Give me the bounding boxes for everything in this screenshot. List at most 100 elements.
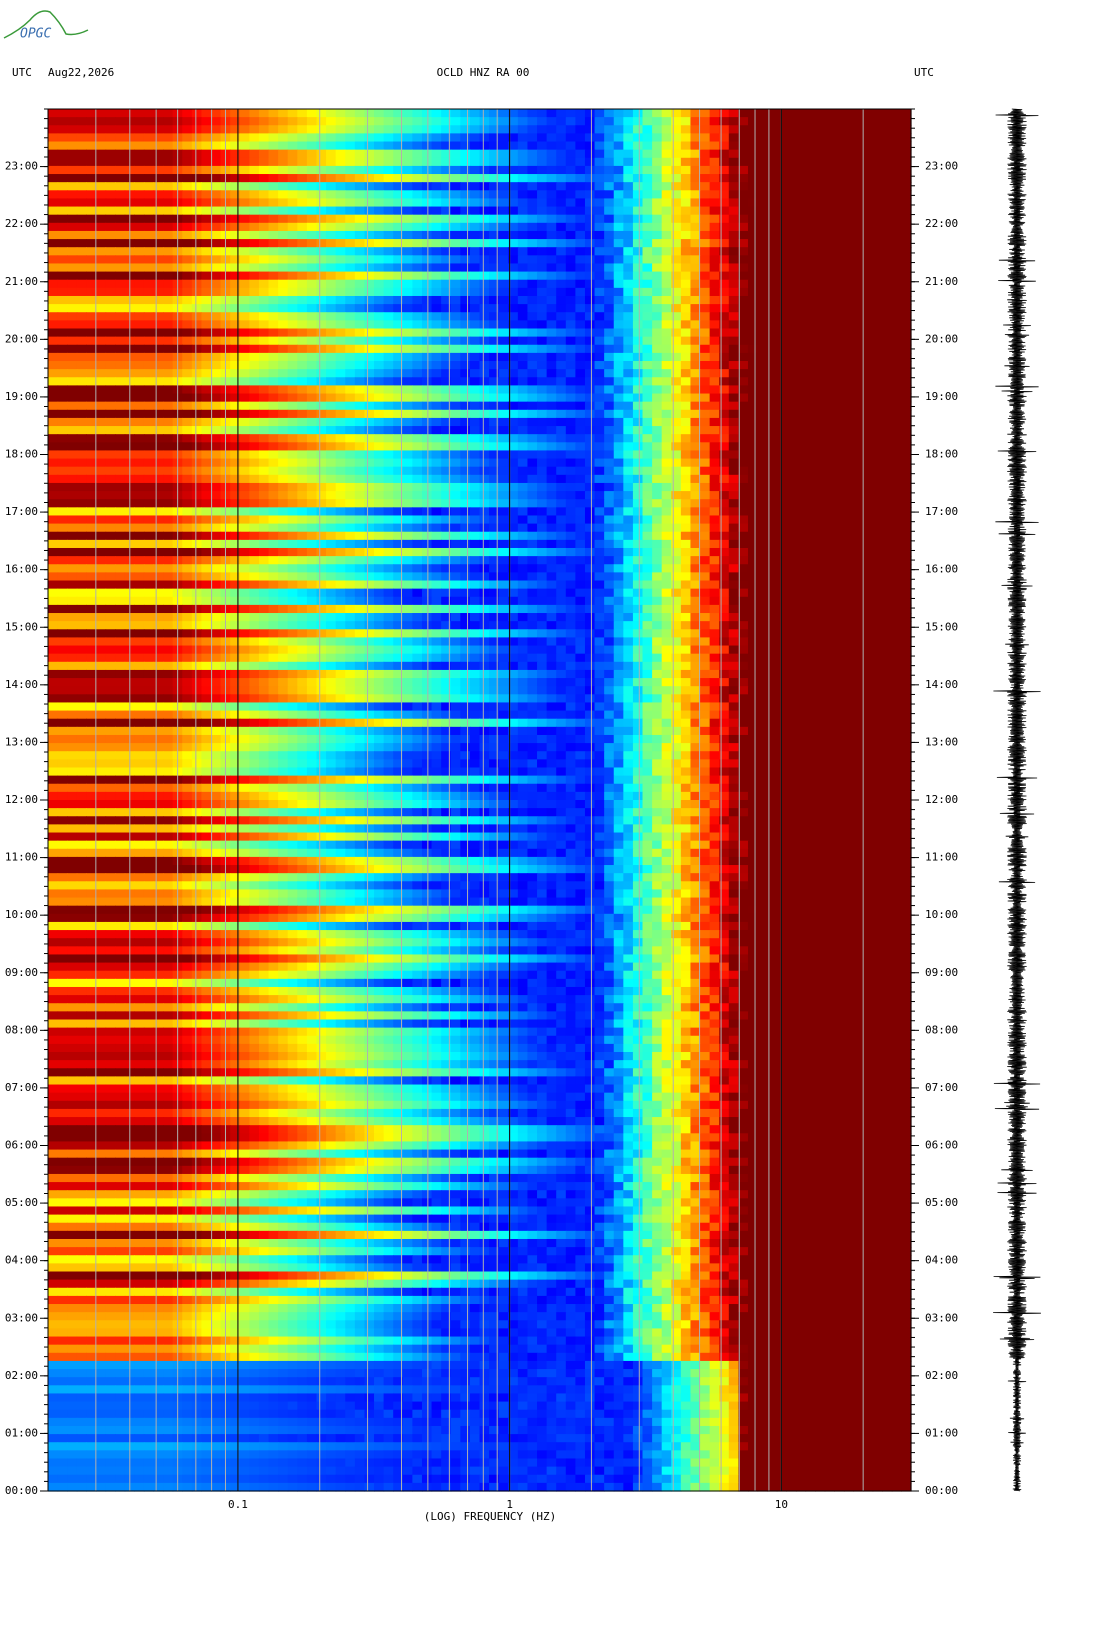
spectrogram-cell: [383, 450, 394, 460]
spectrogram-cell: [258, 450, 270, 460]
spectrogram-cell: [767, 279, 778, 289]
spectrogram-cell: [383, 507, 394, 517]
spectrogram-cell: [374, 328, 385, 338]
spectrogram-cell: [393, 556, 404, 565]
spectrogram-cell: [824, 361, 835, 370]
spectrogram-cell: [853, 434, 864, 443]
spectrogram-cell: [441, 361, 452, 370]
spectrogram-cell: [239, 361, 250, 370]
spectrogram-cell: [805, 182, 816, 191]
spectrogram-cell: [450, 547, 461, 557]
spectrogram-cell: [498, 482, 509, 492]
spectrogram-cell: [249, 182, 260, 191]
spectrogram-cell: [258, 328, 270, 338]
spectrogram-cell: [527, 125, 538, 134]
spectrogram-cell: [747, 531, 759, 541]
spectrogram-cell: [604, 141, 615, 151]
spectrogram-cell: [67, 409, 78, 419]
spectrogram-cell: [613, 255, 624, 265]
spectrogram-cell: [239, 312, 250, 321]
spectrogram-cell: [824, 491, 835, 500]
spectrogram-cell: [450, 230, 461, 240]
spectrogram-cell: [872, 141, 883, 151]
spectrogram-cell: [565, 198, 576, 208]
spectrogram-cell: [546, 304, 557, 313]
spectrogram-cell: [680, 352, 692, 362]
spectrogram-cell: [86, 279, 97, 289]
spectrogram-cell: [517, 320, 529, 330]
spectrogram-cell: [853, 239, 864, 248]
spectrogram-cell: [537, 255, 548, 265]
spectrogram-cell: [48, 482, 59, 492]
spectrogram-cell: [872, 426, 883, 435]
spectrogram-cell: [527, 141, 538, 151]
spectrogram-cell: [163, 222, 174, 232]
spectrogram-cell: [412, 174, 423, 183]
spectrogram-cell: [115, 222, 126, 232]
spectrogram-cell: [374, 263, 385, 273]
spectrogram-cell: [201, 328, 212, 338]
spectrogram-cell: [335, 230, 346, 240]
spectrogram-cell: [786, 312, 797, 321]
spectrogram-cell: [489, 206, 500, 216]
spectrogram-cell: [680, 239, 692, 248]
spectrogram-cell: [853, 458, 864, 468]
spectrogram-cell: [824, 336, 835, 346]
spectrogram-cell: [450, 417, 461, 427]
spectrogram-cell: [584, 434, 596, 443]
spectrogram-cell: [249, 336, 260, 346]
spectrogram-cell: [297, 369, 308, 378]
spectrogram-cell: [258, 336, 270, 346]
spectrogram-cell: [345, 190, 356, 200]
spectrogram-cell: [153, 279, 164, 289]
spectrogram-cell: [249, 458, 260, 468]
spectrogram-cell: [345, 141, 356, 151]
spectrogram-cell: [853, 263, 864, 273]
spectrogram-cell: [201, 499, 212, 508]
spectrogram-cell: [824, 222, 835, 232]
spectrogram-cell: [815, 279, 826, 289]
spectrogram-cell: [700, 287, 711, 297]
spectrogram-cell: [872, 263, 883, 273]
spectrogram-cell: [795, 271, 807, 281]
spectrogram-cell: [604, 133, 615, 143]
spectrogram-cell: [891, 417, 903, 427]
spectrogram-cell: [258, 109, 270, 118]
spectrogram-cell: [86, 230, 97, 240]
spectrogram-cell: [345, 377, 356, 386]
spectrogram-cell: [383, 385, 394, 395]
spectrogram-cell: [901, 393, 912, 403]
spectrogram-cell: [843, 190, 855, 200]
spectrogram-cell: [872, 393, 883, 403]
spectrogram-cell: [604, 426, 615, 435]
spectrogram-cell: [786, 263, 797, 273]
spectrogram-cell: [489, 409, 500, 419]
spectrogram-cell: [767, 255, 778, 265]
spectrogram-cell: [95, 442, 107, 452]
spectrogram-cell: [613, 385, 624, 395]
spectrogram-cell: [95, 361, 107, 370]
spectrogram-cell: [345, 271, 356, 281]
spectrogram-cell: [163, 190, 174, 200]
spectrogram-cell: [652, 377, 663, 386]
spectrogram-cell: [882, 409, 893, 419]
spectrogram-cell: [498, 239, 509, 248]
spectrogram-cell: [86, 442, 97, 452]
spectrogram-cell: [498, 450, 509, 460]
spectrogram-cell: [489, 198, 500, 208]
spectrogram-cell: [441, 190, 452, 200]
spectrogram-cell: [872, 491, 883, 500]
spectrogram-cell: [527, 287, 538, 297]
spectrogram-cell: [153, 109, 164, 118]
spectrogram-cell: [815, 295, 826, 305]
spectrogram-cell: [508, 222, 519, 232]
spectrogram-cell: [48, 182, 59, 191]
spectrogram-cell: [901, 125, 912, 134]
spectrogram-cell: [690, 466, 701, 476]
spectrogram-cell: [709, 214, 720, 224]
spectrogram-cell: [211, 458, 222, 468]
spectrogram-cell: [527, 369, 538, 378]
spectrogram-cell: [460, 312, 471, 321]
spectrogram-cell: [642, 361, 653, 370]
spectrogram-cell: [460, 417, 471, 427]
